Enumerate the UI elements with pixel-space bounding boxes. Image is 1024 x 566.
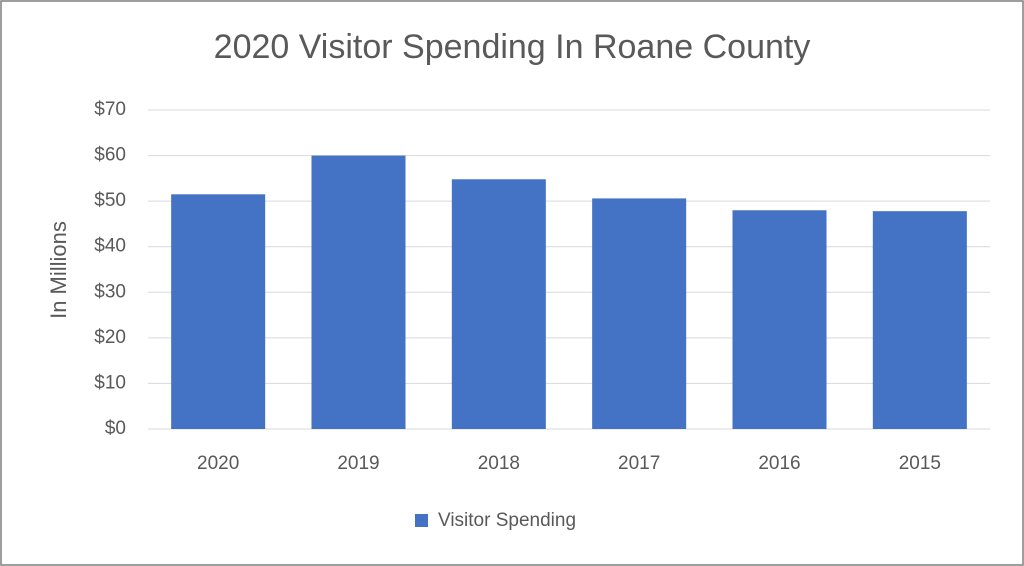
- x-tick-label: 2020: [197, 453, 239, 474]
- legend-swatch: [415, 514, 428, 527]
- bar: [732, 210, 827, 429]
- y-tick-label: $0: [105, 418, 126, 439]
- bar: [592, 198, 687, 429]
- bar: [311, 155, 406, 430]
- y-tick-label: $20: [94, 327, 126, 348]
- x-tick-label: 2016: [758, 453, 800, 474]
- chart-title: 2020 Visitor Spending In Roane County: [214, 28, 811, 66]
- y-tick-label: $60: [94, 145, 126, 166]
- legend-label: Visitor Spending: [438, 510, 576, 531]
- y-tick-label: $40: [94, 236, 126, 257]
- y-tick-label: $70: [94, 99, 126, 120]
- bar: [872, 211, 967, 429]
- bar: [171, 194, 266, 429]
- y-tick-label: $30: [94, 281, 126, 302]
- y-tick-label: $10: [94, 372, 126, 393]
- y-axis-label: In Millions: [46, 221, 71, 319]
- x-tick-label: 2015: [899, 453, 941, 474]
- bar: [451, 179, 546, 429]
- x-tick-label: 2019: [337, 453, 379, 474]
- x-tick-label: 2017: [618, 453, 660, 474]
- x-tick-label: 2018: [478, 453, 520, 474]
- y-tick-label: $50: [94, 190, 126, 211]
